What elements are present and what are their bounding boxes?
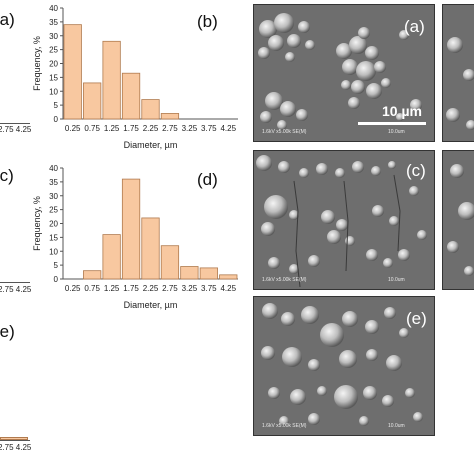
histogram-b-bar <box>160 113 180 120</box>
histogram-b-y-tick-label: 10 <box>49 87 58 96</box>
histogram-b-y-axis-label: Frequency, % <box>32 36 42 91</box>
histogram-b-x-axis-label: Diameter, µm <box>124 140 178 150</box>
sem-image-c-particles <box>256 155 427 288</box>
histogram-d-x-tick-label: 3.75 <box>201 284 217 293</box>
histogram-d-x-tick-label: 4.25 <box>220 284 236 293</box>
histogram-d-bar <box>102 234 121 280</box>
histogram-b-x-tick-label: 2.75 <box>162 124 178 133</box>
sem-image-c-info: 1.6kV x5.00k SE(M) <box>262 277 307 283</box>
histogram-d-y-tick-label: 10 <box>49 247 58 256</box>
histogram-d-bar <box>141 217 160 280</box>
clipped-panel-c-ticks: 2.75 4.25 <box>0 285 32 294</box>
histogram-d-x-tick-label: 1.75 <box>123 284 139 293</box>
sem-image-e-scale: 10.0um <box>388 423 405 429</box>
clipped-panel-c-label: (c) <box>0 166 14 185</box>
histogram-b: 0 5 10 15 20 25 30 35 40 0.25 0.75 1.25 1.75 2.25 2.75… <box>32 4 238 150</box>
histogram-d-bar <box>180 266 199 280</box>
histogram-d-bar <box>219 274 238 280</box>
sem-image-a-particles <box>258 13 422 130</box>
clipped-panel-a-ticks: 2.75 4.25 <box>0 125 32 134</box>
histogram-d-bar <box>199 267 218 280</box>
histogram-d-y-axis-label: Frequency, % <box>32 196 42 251</box>
histogram-b-x-tick-label: 1.75 <box>123 124 139 133</box>
histogram-b-bar <box>83 82 102 120</box>
histogram-b-y-tick-label: 20 <box>49 60 58 69</box>
sem-image-d-clipped-particles <box>447 164 474 276</box>
sem-image-b-clipped-particles <box>446 37 474 130</box>
histogram-d-bar <box>160 245 180 280</box>
sem-scale-bar-label: 10 µm <box>382 103 422 119</box>
histogram-d-y-tick-label: 25 <box>49 206 58 215</box>
histogram-d-x-tick-label: 1.25 <box>104 284 120 293</box>
histogram-d-x-tick-label: 0.75 <box>84 284 100 293</box>
histogram-d-x-tick-label: 0.25 <box>65 284 81 293</box>
histogram-b-y-tick-label: 25 <box>49 46 58 55</box>
histogram-b-y-tick-label: 5 <box>54 101 59 110</box>
clipped-panel-a-axis <box>0 123 30 124</box>
histogram-d-y-tick-label: 0 <box>54 275 59 284</box>
histogram-b-x-tick-label: 2.25 <box>143 124 159 133</box>
histogram-d-panel-label: (d) <box>197 170 218 189</box>
sem-scale-bar <box>358 122 426 125</box>
histogram-d: 0 5 10 15 20 25 30 35 40 0.25 0.75 1.25 1.75 2.25 2.75… <box>32 164 238 310</box>
sem-image-a-scale: 10.0um <box>388 129 405 135</box>
histogram-b-x-tick-label: 0.25 <box>65 124 81 133</box>
histogram-d-bar <box>121 178 141 280</box>
clipped-panel-e-axis <box>0 440 30 441</box>
histogram-b-y-tick-label: 15 <box>49 73 58 82</box>
clipped-panel-a-label: (a) <box>0 10 15 29</box>
sem-image-c-scale: 10.0um <box>388 277 405 283</box>
histogram-b-y-tick-label: 35 <box>49 18 58 27</box>
clipped-panel-e-ticks: 2.75 4.25 <box>0 443 32 452</box>
histogram-b-bar <box>102 40 121 120</box>
histogram-b-bar <box>121 72 141 120</box>
histogram-b-y-tick-label: 0 <box>54 115 59 124</box>
sem-image-b-clipped <box>442 4 474 142</box>
histogram-d-y-tick-label: 35 <box>49 178 58 187</box>
sem-image-d-clipped <box>442 150 474 290</box>
histogram-d-y-tick-label: 5 <box>54 261 59 270</box>
histogram-d-y-tick-label: 15 <box>49 233 58 242</box>
histogram-b-panel-label: (b) <box>197 12 218 31</box>
sem-image-c-label: (c) <box>406 161 426 180</box>
histogram-b-x-tick-label: 3.75 <box>201 124 217 133</box>
sem-image-a: (a) 10 µm 1.6kV x5.00k SE(M) 10.0um <box>253 4 435 142</box>
histogram-b-y-tick-label: 40 <box>49 4 58 13</box>
histogram-d-x-axis-label: Diameter, µm <box>124 300 178 310</box>
sem-image-e-particles <box>261 303 423 426</box>
histogram-d-x-tick-label: 2.75 <box>162 284 178 293</box>
histogram-d-y-tick-label: 40 <box>49 164 58 173</box>
histogram-d-x-tick-label: 2.25 <box>143 284 159 293</box>
histogram-d-bar <box>83 270 102 280</box>
sem-image-e-info: 1.6kV x5.00k SE(M) <box>262 423 307 429</box>
histogram-d-y-tick-label: 20 <box>49 220 58 229</box>
histogram-b-x-tick-label: 0.75 <box>84 124 100 133</box>
sem-image-a-label: (a) <box>404 17 425 36</box>
histogram-b-x-tick-label: 4.25 <box>220 124 236 133</box>
sem-image-c: (c) 1.6kV x5.00k SE(M) 10.0um <box>253 150 435 290</box>
histogram-b-bar <box>63 24 82 120</box>
histogram-b-bar <box>141 99 160 120</box>
histogram-d-y-tick-label: 30 <box>49 192 58 201</box>
clipped-panel-e-bars <box>0 437 28 440</box>
histogram-d-x-tick-label: 3.25 <box>182 284 198 293</box>
histogram-b-x-tick-label: 1.25 <box>104 124 120 133</box>
sem-image-a-info: 1.6kV x5.00k SE(M) <box>262 129 307 135</box>
sem-image-e-label: (e) <box>406 309 427 328</box>
clipped-panel-c-axis <box>0 282 30 283</box>
clipped-panel-e-label: (e) <box>0 322 15 341</box>
histogram-b-x-tick-label: 3.25 <box>182 124 198 133</box>
sem-image-e: (e) 1.6kV x5.00k SE(M) 10.0um <box>253 296 435 436</box>
histogram-b-y-tick-label: 30 <box>49 32 58 41</box>
